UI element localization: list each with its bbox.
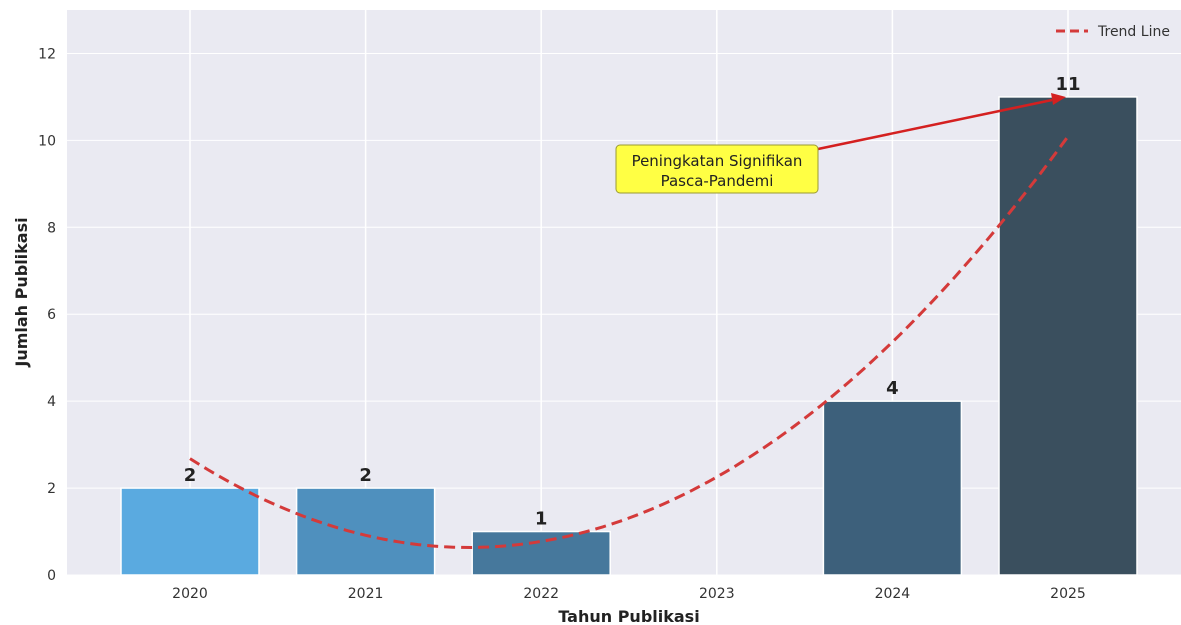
x-tick-label-2020: 2020 xyxy=(172,586,208,602)
y-tick-labels: 0 2 4 6 8 10 12 xyxy=(38,46,56,584)
bar-2022 xyxy=(472,532,610,575)
y-tick-label: 12 xyxy=(38,46,56,62)
bar-2025 xyxy=(999,97,1137,575)
y-tick-label: 10 xyxy=(38,133,56,149)
bar-value-label-2021: 2 xyxy=(359,465,372,486)
x-tick-label-2023: 2023 xyxy=(699,586,735,602)
annotation-line-1: Peningkatan Signifikan xyxy=(632,152,803,170)
bar-value-label-2020: 2 xyxy=(184,465,197,486)
bar-value-label-2025: 11 xyxy=(1055,74,1080,95)
x-tick-labels: 2020 2021 2022 2023 2024 2025 xyxy=(172,586,1086,602)
y-tick-label: 6 xyxy=(47,307,56,323)
bar-value-label-2022: 1 xyxy=(535,509,548,530)
legend-trend-label: Trend Line xyxy=(1097,24,1170,40)
y-tick-label: 8 xyxy=(47,220,56,236)
x-tick-label-2021: 2021 xyxy=(348,586,384,602)
bar-2024 xyxy=(823,401,961,575)
x-tick-label-2025: 2025 xyxy=(1050,586,1086,602)
y-tick-label: 2 xyxy=(47,481,56,497)
annotation-line-2: Pasca-Pandemi xyxy=(661,172,774,190)
y-tick-label: 4 xyxy=(47,394,56,410)
bar-2020 xyxy=(121,488,259,575)
bar-2021 xyxy=(297,488,435,575)
y-axis-label: Jumlah Publikasi xyxy=(12,217,31,367)
x-axis-label: Tahun Publikasi xyxy=(558,607,699,625)
x-tick-label-2022: 2022 xyxy=(523,586,559,602)
x-tick-label-2024: 2024 xyxy=(875,586,911,602)
y-tick-label: 0 xyxy=(47,568,56,584)
bar-value-label-2024: 4 xyxy=(886,378,899,399)
